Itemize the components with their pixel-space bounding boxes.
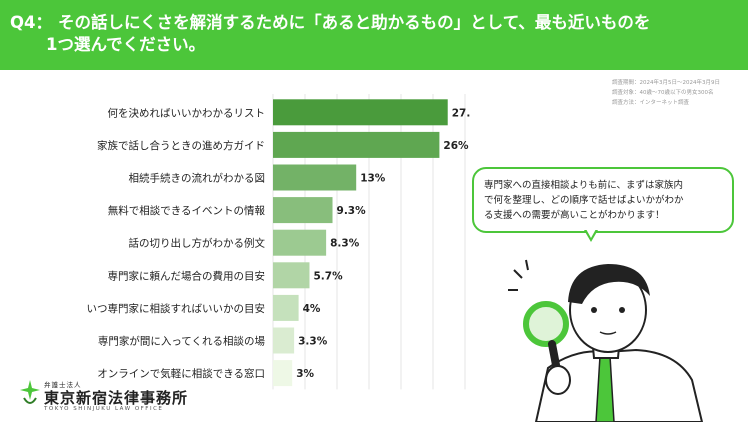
bar — [273, 360, 293, 387]
category-label: 無料で相談できるイベントの情報 — [108, 204, 266, 217]
callout-line-1: 専門家への直接相談よりも前に、まずは家族内 — [484, 180, 684, 191]
bar — [273, 131, 440, 158]
callout-line-3: る支援への需要が高いことがわかります！ — [484, 210, 665, 221]
value-label: 5.7% — [313, 270, 343, 282]
logo-small-text: 弁護士法人 — [44, 381, 82, 389]
question-header: Q4： その話しにくさを解消するために「あると助かるもの」として、最も近いものを … — [0, 0, 748, 70]
callout-bubble: 専門家への直接相談よりも前に、まずは家族内 で何を整理し、どの順序で話せばよいか… — [472, 167, 734, 233]
question-text: Q4： その話しにくさを解消するために「あると助かるもの」として、最も近いものを … — [10, 12, 730, 56]
survey-method: 調査方法：インターネット調査 — [612, 100, 690, 106]
bar — [273, 294, 299, 321]
survey-meta: 調査期間：2024年3月5日～2024年3月9日 調査対象：40歳〜70歳以下の… — [612, 78, 720, 108]
value-label: 13% — [360, 173, 386, 185]
bar — [273, 164, 357, 191]
bar — [273, 327, 295, 354]
value-label: 27.3% — [452, 107, 470, 119]
logo-main-text: 東京新宿法律事務所 — [44, 389, 189, 407]
bar — [273, 262, 310, 289]
callout-tail-inner — [586, 229, 596, 238]
question-line-1: その話しにくさを解消するために「あると助かるもの」として、最も近いものを — [58, 13, 651, 32]
category-label: 家族で話し合うときの進め方ガイド — [97, 139, 265, 152]
logo-english-text: TOKYO SHINJUKU LAW OFFICE — [44, 406, 164, 412]
value-label: 3% — [296, 368, 314, 380]
callout-line-2: で何を整理し、どの順序で話せばよいかがわか — [484, 195, 684, 206]
bar-chart: 0%5%10%15%20%25%30%何を決めればいいかわかるリスト27.3%家… — [87, 94, 470, 390]
bar — [273, 99, 448, 126]
value-label: 3.3% — [298, 336, 328, 348]
value-label: 26% — [443, 140, 469, 152]
question-number: Q4： — [10, 13, 53, 32]
category-label: 専門家に頼んだ場合の費用の目安 — [108, 269, 266, 282]
category-label: 専門家が間に入ってくれる相談の場 — [98, 335, 266, 348]
survey-period: 調査期間：2024年3月5日～2024年3月9日 — [612, 80, 720, 86]
value-label: 8.3% — [330, 238, 360, 250]
category-label: 相続手続きの流れがわかる図 — [129, 172, 266, 185]
category-label: オンラインで気軽に相談できる窓口 — [97, 367, 265, 380]
question-line-2: 1つ選んでください。 — [46, 35, 206, 54]
category-label: 何を決めればいいかわかるリスト — [108, 106, 266, 119]
category-label: 話の切り出し方がわかる例文 — [129, 237, 266, 250]
bar — [273, 197, 333, 224]
survey-target: 調査対象：40歳〜70歳以下の男女300名 — [612, 90, 714, 96]
bar — [273, 229, 327, 256]
category-label: いつ専門家に相談すればいいかの目安 — [87, 302, 266, 315]
value-label: 4% — [303, 303, 321, 315]
person-with-magnifier-illustration — [508, 259, 704, 422]
value-label: 9.3% — [337, 205, 367, 217]
law-office-logo-icon — [20, 380, 40, 404]
